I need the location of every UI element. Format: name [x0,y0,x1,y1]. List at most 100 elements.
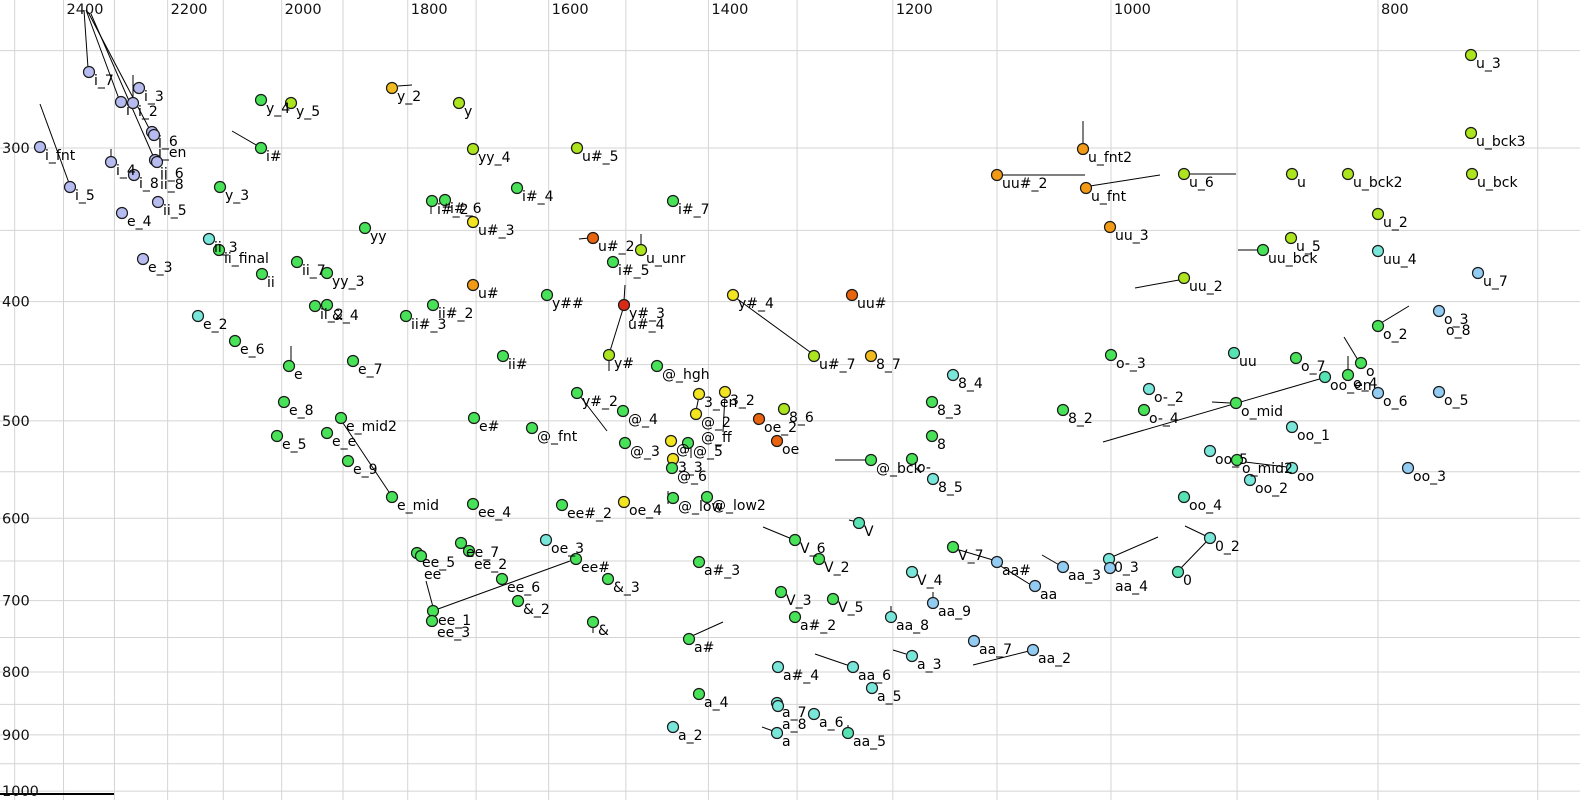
vowel-point-aa#[interactable]: aa# (F2 1100 Hz, F1 651 Hz) [990,555,1004,569]
vowel-point-ii_3[interactable]: ii_3 (F2 2125 Hz, F1 355 Hz) [202,232,216,246]
vowel-point-o-_3[interactable]: o-_3 (F2 1000 Hz, F1 441 Hz) [1104,348,1118,362]
vowel-point-e[interactable]: e (F2 1987 Hz, F1 450 Hz) [282,359,296,373]
vowel-point-a_5[interactable]: a_5 (F2 1221 Hz, F1 824 Hz) [865,681,879,695]
vowel-point-a_2[interactable]: a_2 (F2 1443 Hz, F1 886 Hz) [666,720,680,734]
vowel-point-a[interactable]: a (F2 1322 Hz, F1 896 Hz) [770,726,784,740]
vowel-point-o-[interactable]: o- (F2 1181 Hz, F1 538 Hz) [905,452,919,466]
vowel-point-u_bck2[interactable]: u_bck2 (F2 820 Hz, F1 315 Hz) [1341,167,1355,181]
vowel-point-@_4[interactable]: @_4 (F2 1503 Hz, F1 489 Hz) [616,404,630,418]
vowel-point-ii#_3[interactable]: ii#_3 (F2 1802 Hz, F1 410 Hz) [399,309,413,323]
vowel-point-ii#[interactable]: ii# (F2 1662 Hz, F1 442 Hz) [496,349,510,363]
vowel-point-y#_4[interactable]: y#_4 (F2 1372 Hz, F1 395 Hz) [726,288,740,302]
vowel-point-e_9[interactable]: e_9 (F2 1892 Hz, F1 540 Hz) [341,454,355,468]
vowel-point-ee_4[interactable]: ee_4 (F2 1704 Hz, F1 585 Hz) [466,497,480,511]
vowel-point-@_6[interactable]: @_6 (F2 1443 Hz, F1 546 Hz) [665,461,679,475]
vowel-point-yy[interactable]: yy (F2 1865 Hz, F1 348 Hz) [358,221,372,235]
vowel-point-oo_en[interactable]: oo_en (F2 836 Hz, F1 460 Hz) [1318,370,1332,384]
vowel-point-ii#_2[interactable]: ii#_2 (F2 1763 Hz, F1 402 Hz) [426,298,440,312]
vowel-point-8_3[interactable]: 8_3 (F2 1161 Hz, F1 483 Hz) [925,395,939,409]
vowel-point-oo_3[interactable]: oo_3 (F2 780 Hz, F1 546 Hz) [1401,461,1415,475]
vowel-point-V_5[interactable]: V_5 (F2 1261 Hz, F1 696 Hz) [826,592,840,606]
vowel-point-i_3[interactable]: i_3 (F2 2254 Hz, F1 269 Hz) [132,81,146,95]
vowel-point-uu[interactable]: uu (F2 903 Hz, F1 440 Hz) [1227,346,1241,360]
vowel-point-aa_2[interactable]: aa_2 (F2 1067 Hz, F1 767 Hz) [1026,643,1040,657]
vowel-point-uu#_2[interactable]: uu#_2 (F2 1100 Hz, F1 315 Hz) [990,168,1004,182]
vowel-point-a#_2[interactable]: a#_2 (F2 1302 Hz, F1 721 Hz) [788,610,802,624]
vowel-point-e_mid2[interactable]: e_mid2 (F2 1903 Hz, F1 497 Hz) [334,411,348,425]
vowel-point-u#_7[interactable]: u#_7 (F2 1282 Hz, F1 442 Hz) [807,349,821,363]
vowel-point-o[interactable]: o (F2 812 Hz, F1 447 Hz) [1354,356,1368,370]
vowel-point-o_mid[interactable]: o_mid (F2 901 Hz, F1 484 Hz) [1229,396,1243,410]
vowel-point-ii[interactable]: ii (F2 2034 Hz, F1 379 Hz) [255,267,269,281]
vowel-point-y##[interactable]: y## (F2 1602 Hz, F1 395 Hz) [540,288,554,302]
vowel-point-y_2[interactable]: y_2 (F2 1824 Hz, F1 269 Hz) [385,81,399,95]
vowel-point-@_fnt[interactable]: @_fnt (F2 1622 Hz, F1 506 Hz) [525,421,539,435]
vowel-point-aa_6[interactable]: aa_6 (F2 1241 Hz, F1 793 Hz) [846,660,860,674]
vowel-point-uu_2[interactable]: uu_2 (F2 941 Hz, F1 383 Hz) [1177,271,1191,285]
vowel-point-oo_1[interactable]: oo_1 (F2 860 Hz, F1 505 Hz) [1285,420,1299,434]
vowel-point-u_fnt[interactable]: u_fnt (F2 1021 Hz, F1 322 Hz) [1079,181,1093,195]
vowel-point-i_8[interactable]: i_8 (F2 2263 Hz, F1 315 Hz) [127,168,141,182]
vowel-point-3_2[interactable]: 3_2 (F2 1381 Hz, F1 474 Hz) [718,385,732,399]
vowel-point-oe_2[interactable]: oe_2 (F2 1342 Hz, F1 497 Hz) [752,412,766,426]
vowel-point-i#_2[interactable]: i#_2 (F2 1764 Hz, F1 331 Hz) [425,194,439,208]
vowel-point-i#_5[interactable]: i#_5 (F2 1516 Hz, F1 371 Hz) [606,255,620,269]
vowel-point-aa_8[interactable]: aa_8 (F2 1202 Hz, F1 721 Hz) [884,610,898,624]
vowel-point-o_7[interactable]: o_7 (F2 857 Hz, F1 443 Hz) [1289,351,1303,365]
vowel-point-V_3[interactable]: V_3 (F2 1318 Hz, F1 688 Hz) [774,585,788,599]
vowel-point-e_5[interactable]: e_5 (F2 2009 Hz, F1 515 Hz) [270,429,284,443]
vowel-point-i#_6[interactable]: i#_6 (F2 1745 Hz, F1 331 Hz) [438,193,452,207]
vowel-point-@_5[interactable]: @_5 (F2 1424 Hz, F1 522 Hz) [681,436,695,450]
vowel-point-a_6[interactable]: a_6 (F2 1282 Hz, F1 865 Hz) [807,707,821,721]
vowel-point-u[interactable]: u (F2 860 Hz, F1 315 Hz) [1285,167,1299,181]
vowel-point-ee_1[interactable]: ee_1 (F2 1763 Hz, F1 713 Hz) [426,604,440,618]
vowel-point-u_6[interactable]: u_6 (F2 941 Hz, F1 315 Hz) [1177,167,1191,181]
vowel-point-i_7[interactable]: i_7 (F2 2350 Hz, F1 260 Hz) [82,65,96,79]
vowel-point-aa_9[interactable]: aa_9 (F2 1161 Hz, F1 703 Hz) [926,596,940,610]
vowel-point-uu_3[interactable]: uu_3 (F2 1001 Hz, F1 348 Hz) [1103,220,1117,234]
vowel-point-8_5[interactable]: 8_5 (F2 1161 Hz, F1 559 Hz) [926,472,940,486]
vowel-point-0[interactable]: 0 (F2 946 Hz, F1 663 Hz) [1171,565,1185,579]
vowel-point-oo_2[interactable]: oo_2 (F2 890 Hz, F1 560 Hz) [1243,473,1257,487]
vowel-point-e_3[interactable]: e_3 (F2 2246 Hz, F1 369 Hz) [136,252,150,266]
vowel-point-V[interactable]: V (F2 1234 Hz, F1 606 Hz) [852,516,866,530]
vowel-point-i_4[interactable]: i_4 (F2 2307 Hz, F1 308 Hz) [104,155,118,169]
vowel-point-i#_7[interactable]: i#_7 (F2 1443 Hz, F1 331 Hz) [666,194,680,208]
vowel-point-o_mid2[interactable]: o_mid2 (F2 901 Hz, F1 539 Hz) [1230,453,1244,467]
vowel-point-oe_3[interactable]: oe_3 (F2 1603 Hz, F1 626 Hz) [539,533,553,547]
vowel-point-e_6[interactable]: e_6 (F2 2078 Hz, F1 430 Hz) [228,334,242,348]
vowel-point-i_2[interactable]: i_2 (F2 2265 Hz, F1 276 Hz) [126,96,140,110]
vowel-point-u_bck3[interactable]: u_bck3 (F2 740 Hz, F1 292 Hz) [1464,126,1478,140]
vowel-point-i_en[interactable]: i_en (F2 2225 Hz, F1 293 Hz) [147,128,161,142]
vowel-point-a#_3[interactable]: a#_3 (F2 1411 Hz, F1 651 Hz) [692,555,706,569]
vowel-point-y#_3[interactable]: y#_3 (F2 1502 Hz, F1 402 Hz) [617,298,631,312]
vowel-point-&_3[interactable]: &_3 (F2 1523 Hz, F1 672 Hz) [601,572,615,586]
vowel-point-a_4[interactable]: a_4 (F2 1411 Hz, F1 834 Hz) [692,687,706,701]
vowel-point-yy_4[interactable]: yy_4 (F2 1704 Hz, F1 301 Hz) [466,142,480,156]
vowel-point-ee_6[interactable]: ee_6 (F2 1663 Hz, F1 672 Hz) [495,572,509,586]
vowel-point-e_2[interactable]: e_2 (F2 2145 Hz, F1 410 Hz) [191,309,205,323]
vowel-point-aa_7[interactable]: aa_7 (F2 1121 Hz, F1 752 Hz) [967,634,981,648]
vowel-point-i_5[interactable]: i_5 (F2 2387 Hz, F1 322 Hz) [63,180,77,194]
vowel-point-a#[interactable]: a# (F2 1423 Hz, F1 750 Hz) [682,632,696,646]
vowel-point-u#_3[interactable]: u#_3 (F2 1704 Hz, F1 344 Hz) [466,215,480,229]
vowel-point-uu_4[interactable]: uu_4 (F2 800 Hz, F1 363 Hz) [1371,244,1385,258]
vowel-point-i#_4[interactable]: i#_4 (F2 1642 Hz, F1 322 Hz) [510,181,524,195]
vowel-point-8_2[interactable]: 8_2 (F2 1041 Hz, F1 488 Hz) [1056,403,1070,417]
vowel-point-8_4[interactable]: 8_4 (F2 1141 Hz, F1 459 Hz) [946,368,960,382]
vowel-point-aa_4[interactable]: aa_4 (F2 1001 Hz, F1 658 Hz) [1103,561,1117,575]
vowel-point-i#[interactable]: i# (F2 2035 Hz, F1 300 Hz) [254,141,268,155]
vowel-point-@_2[interactable]: @_2 (F2 1415 Hz, F1 492 Hz) [689,407,703,421]
vowel-point-ee_3[interactable]: ee_3 (F2 1764 Hz, F1 727 Hz) [425,614,439,628]
vowel-point-@_bck[interactable]: @_bck (F2 1222 Hz, F1 539 Hz) [864,453,878,467]
vowel-point-e_mid[interactable]: e_mid (F2 1824 Hz, F1 578 Hz) [385,490,399,504]
vowel-point-o-_2[interactable]: o-_2 (F2 969 Hz, F1 471 Hz) [1142,382,1156,396]
vowel-point-V_4[interactable]: V_4 (F2 1181 Hz, F1 663 Hz) [905,565,919,579]
vowel-point-@_hgh[interactable]: @_hgh (F2 1461 Hz, F1 450 Hz) [650,359,664,373]
vowel-point-u_bck[interactable]: u_bck (F2 740 Hz, F1 315 Hz) [1465,167,1479,181]
vowel-point-V_2[interactable]: V_2 (F2 1276 Hz, F1 647 Hz) [812,552,826,566]
vowel-point-@[interactable]: @ (F2 1444 Hz, F1 520 Hz) [664,434,678,448]
vowel-point-o_5[interactable]: o_5 (F2 760 Hz, F1 474 Hz) [1432,385,1446,399]
vowel-point-V_6[interactable]: V_6 (F2 1302 Hz, F1 626 Hz) [788,533,802,547]
vowel-point-y_4[interactable]: y_4 (F2 2035 Hz, F1 274 Hz) [254,93,268,107]
